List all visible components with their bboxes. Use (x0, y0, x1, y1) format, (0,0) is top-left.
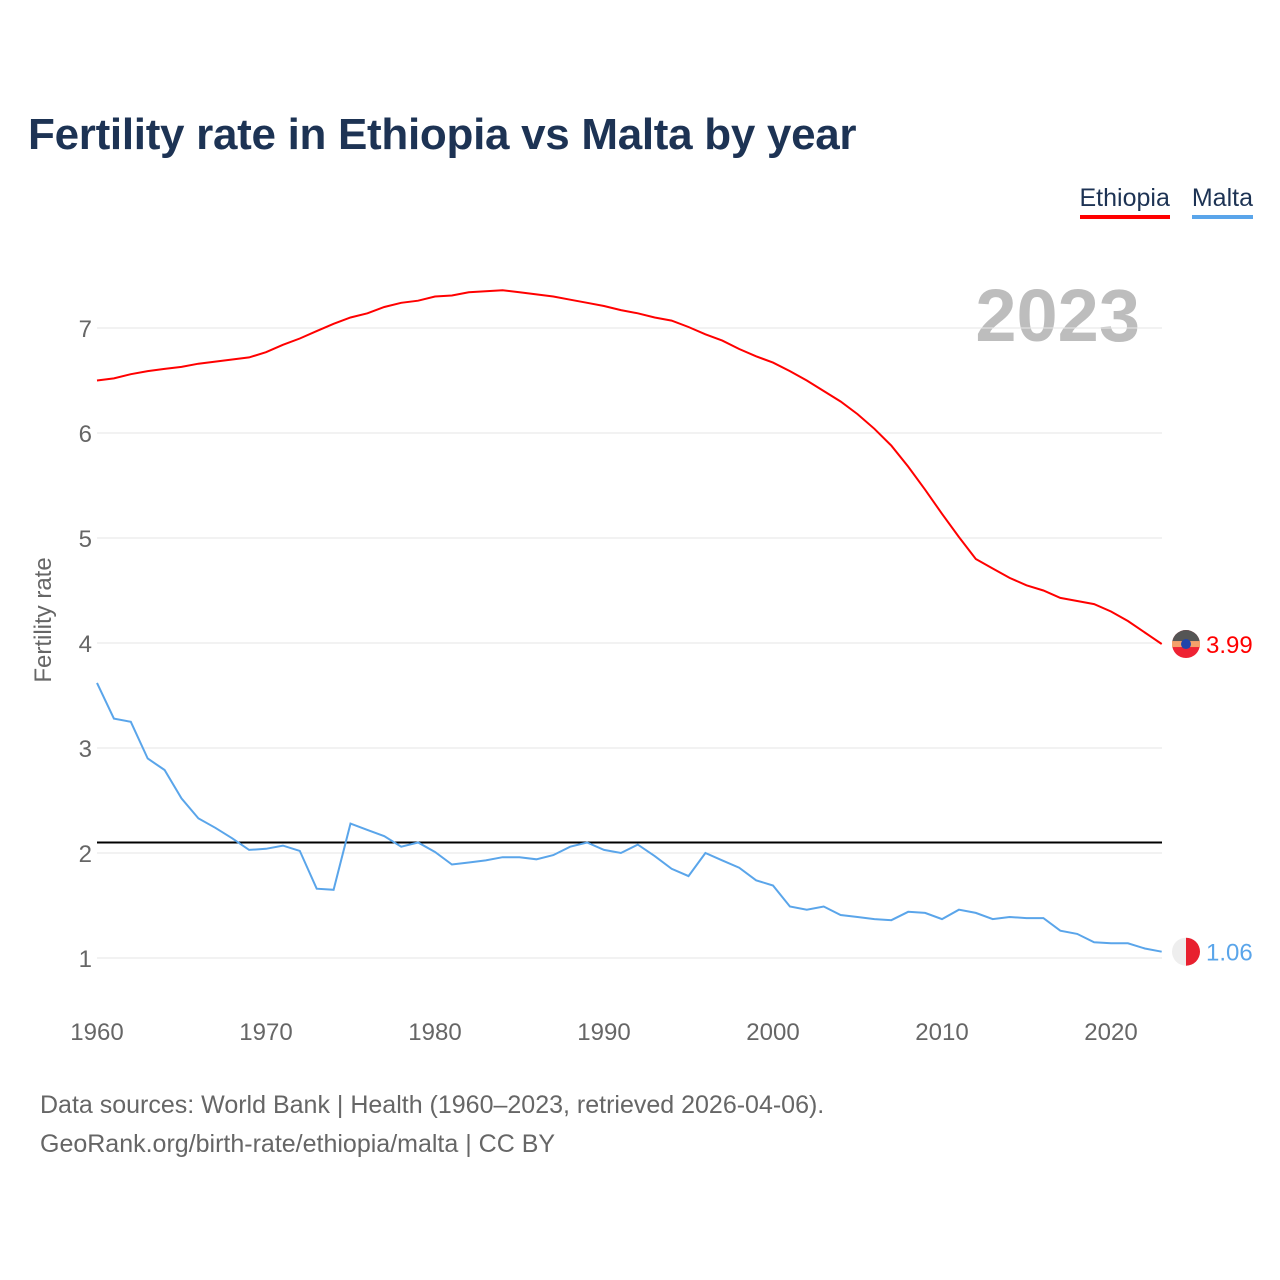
y-tick-label: 7 (79, 316, 92, 343)
y-tick-label: 3 (79, 736, 92, 763)
x-tick-label: 2010 (915, 1019, 968, 1046)
y-tick-label: 4 (79, 631, 92, 658)
x-tick-label: 2020 (1084, 1019, 1137, 1046)
data-source-note: Data sources: World Bank | Health (1960–… (40, 1091, 825, 1119)
chart-plot: 2023 1 2 3 4 5 6 7 1960 1970 1980 1990 2000 2010 2020 F… (30, 274, 1253, 1046)
y-tick-label: 5 (79, 526, 92, 553)
series-line-ethiopia (96, 289, 1163, 645)
x-tick-label: 1980 (408, 1019, 461, 1046)
malta-flag-icon (1172, 937, 1200, 966)
current-year-watermark: 2023 (975, 274, 1140, 357)
y-tick-label: 1 (79, 946, 92, 973)
end-value-label-ethiopia: 3.99 (1206, 632, 1253, 659)
footer: Data sources: World Bank | Health (1960–… (40, 1086, 824, 1164)
x-tick-label: 2000 (746, 1019, 799, 1046)
legend: Ethiopia Malta (1079, 184, 1253, 219)
chart-title: Fertility rate in Ethiopia vs Malta by y… (28, 110, 857, 159)
y-axis-label: Fertility rate (30, 557, 57, 682)
legend-item-malta[interactable]: Malta (1191, 184, 1253, 219)
x-tick-label: 1970 (239, 1019, 292, 1046)
x-tick-label: 1990 (577, 1019, 630, 1046)
legend-item-ethiopia[interactable]: Ethiopia (1079, 184, 1170, 219)
series-line-malta (96, 682, 1162, 953)
ethiopia-flag-icon (1172, 630, 1200, 659)
y-tick-label: 6 (79, 421, 92, 448)
x-tick-label: 1960 (70, 1019, 123, 1046)
end-value-label-malta: 1.06 (1206, 940, 1253, 967)
source-link[interactable]: GeoRank.org/birth-rate/ethiopia/malta | … (40, 1130, 556, 1158)
y-tick-label: 2 (79, 841, 92, 868)
